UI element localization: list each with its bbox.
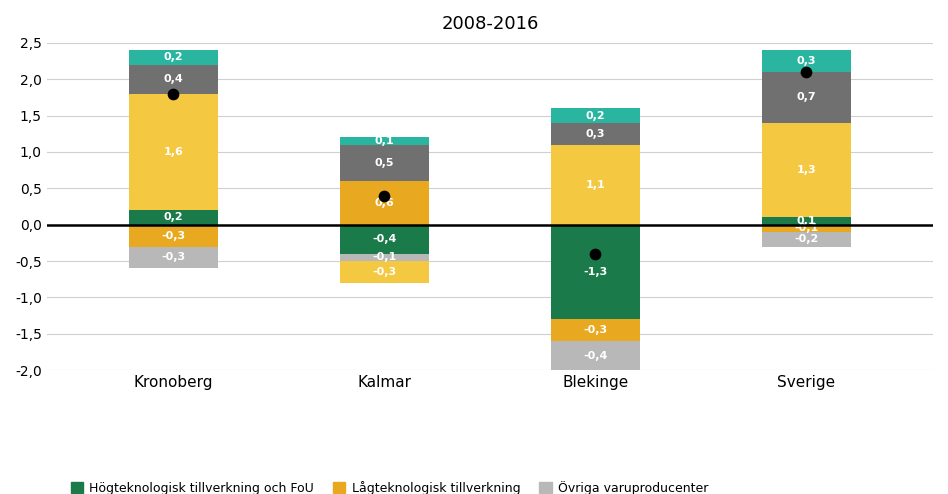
Bar bbox=[762, 232, 850, 247]
Bar bbox=[340, 145, 428, 181]
Point bbox=[588, 250, 603, 258]
Point bbox=[166, 90, 181, 98]
Text: -0,1: -0,1 bbox=[794, 223, 818, 233]
Bar bbox=[129, 210, 218, 225]
Point bbox=[376, 192, 392, 200]
Text: 0,6: 0,6 bbox=[374, 198, 394, 208]
Text: 1,3: 1,3 bbox=[796, 165, 816, 175]
Text: 0,5: 0,5 bbox=[374, 158, 394, 168]
Bar bbox=[340, 225, 428, 254]
Text: -0,4: -0,4 bbox=[373, 234, 396, 245]
Text: -0,3: -0,3 bbox=[373, 267, 396, 277]
Bar bbox=[340, 137, 428, 145]
Bar bbox=[129, 50, 218, 65]
Title: 2008-2016: 2008-2016 bbox=[441, 15, 538, 33]
Text: 0,3: 0,3 bbox=[796, 56, 816, 66]
Bar bbox=[551, 123, 640, 145]
Text: 0,2: 0,2 bbox=[586, 111, 605, 121]
Text: -0,3: -0,3 bbox=[161, 231, 186, 241]
Bar bbox=[762, 50, 850, 72]
Bar bbox=[551, 108, 640, 123]
Bar bbox=[340, 261, 428, 283]
Bar bbox=[762, 225, 850, 232]
Text: -0,2: -0,2 bbox=[794, 234, 818, 245]
Text: 1,6: 1,6 bbox=[163, 147, 183, 157]
Bar bbox=[551, 319, 640, 341]
Bar bbox=[551, 145, 640, 225]
Bar bbox=[129, 225, 218, 247]
Text: 1,1: 1,1 bbox=[586, 180, 605, 190]
Bar bbox=[551, 225, 640, 319]
Text: 0,7: 0,7 bbox=[796, 92, 816, 102]
Text: -0,1: -0,1 bbox=[373, 252, 396, 262]
Bar bbox=[762, 123, 850, 217]
Bar bbox=[129, 65, 218, 94]
Text: 0,3: 0,3 bbox=[586, 129, 605, 139]
Text: 0,2: 0,2 bbox=[164, 212, 183, 222]
Bar bbox=[551, 341, 640, 370]
Point bbox=[799, 68, 814, 76]
Text: 0,4: 0,4 bbox=[163, 74, 183, 84]
Text: -1,3: -1,3 bbox=[583, 267, 608, 277]
Bar bbox=[129, 94, 218, 210]
Bar bbox=[762, 217, 850, 225]
Text: 0,1: 0,1 bbox=[796, 216, 816, 226]
Text: -0,3: -0,3 bbox=[583, 325, 608, 335]
Text: 0,2: 0,2 bbox=[164, 52, 183, 62]
Text: -0,3: -0,3 bbox=[161, 252, 186, 262]
Bar bbox=[340, 254, 428, 261]
Text: 0,1: 0,1 bbox=[374, 136, 394, 146]
Bar bbox=[762, 72, 850, 123]
Bar bbox=[340, 181, 428, 225]
Text: -0,4: -0,4 bbox=[583, 351, 608, 361]
Bar bbox=[129, 247, 218, 268]
